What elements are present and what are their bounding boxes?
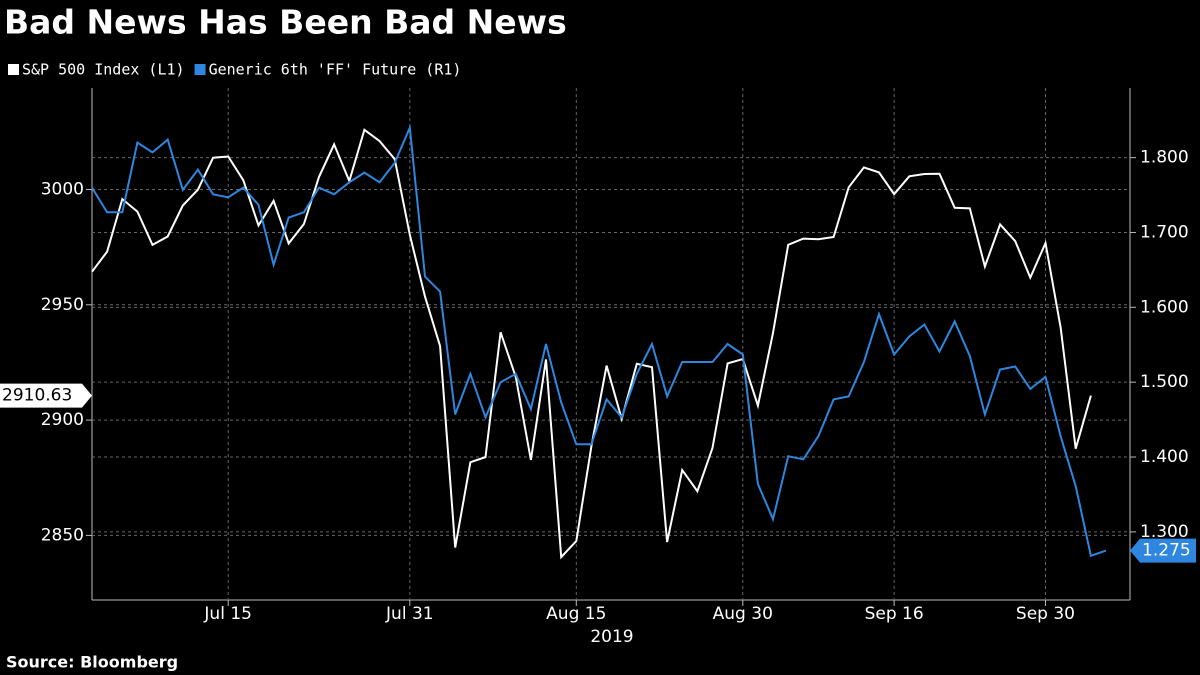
- series-line: [91, 123, 1107, 558]
- y2-tick-label: 1.700: [1140, 222, 1189, 242]
- x-tick-label: Jul 15: [203, 604, 252, 624]
- y-tick-label: 2850: [41, 525, 84, 545]
- x-tick-label: Aug 30: [713, 604, 773, 624]
- legend-label: Generic 6th 'FF' Future (R1): [209, 61, 462, 79]
- x-tick-label: Sep 30: [1016, 604, 1075, 624]
- last-value-label: 1.275: [1142, 541, 1191, 561]
- y2-tick-label: 1.500: [1140, 372, 1189, 392]
- x-tick-label: Aug 15: [546, 604, 606, 624]
- legend-swatch: [194, 64, 206, 75]
- y2-tick-label: 1.800: [1140, 148, 1189, 168]
- last-value-tag: [0, 383, 92, 408]
- last-value-label: 2910.63: [2, 386, 72, 406]
- y-tick-label: 3000: [41, 179, 84, 199]
- chart-title: Bad News Has Been Bad News: [4, 3, 567, 42]
- series-line: [91, 128, 1092, 560]
- y-tick-label: 2900: [41, 410, 84, 430]
- y-tick-label: 2950: [41, 295, 84, 315]
- x-tick-label: Sep 16: [865, 604, 924, 624]
- x-axis-label: 2019: [590, 627, 633, 647]
- last-value-tag: [1130, 538, 1196, 563]
- legend-swatch: [8, 64, 19, 75]
- y2-tick-label: 1.300: [1140, 522, 1189, 542]
- x-tick-label: Jul 31: [385, 604, 434, 624]
- legend-label: S&P 500 Index (L1): [22, 61, 185, 79]
- y2-tick-label: 1.600: [1140, 297, 1189, 317]
- source: Source: Bloomberg: [6, 653, 178, 672]
- y2-tick-label: 1.400: [1140, 447, 1189, 467]
